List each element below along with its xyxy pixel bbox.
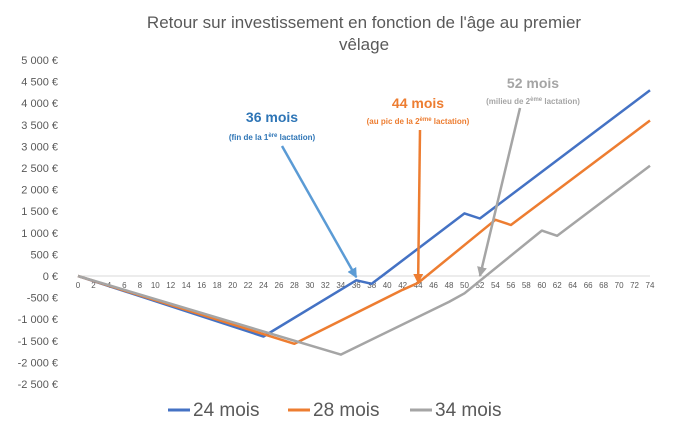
series-lines <box>77 89 651 356</box>
annotation-subtitle: (au pic de la 2ème lactation) <box>367 117 470 126</box>
x-tick-label: 36 <box>352 281 361 290</box>
annotation-arrow <box>413 129 424 284</box>
y-tick-label: -1 500 € <box>18 336 58 348</box>
series-line-24-mois <box>77 89 651 338</box>
annotation-title: 52 mois <box>507 75 559 91</box>
x-tick-label: 56 <box>506 281 515 290</box>
y-tick-label: 4 000 € <box>21 98 58 110</box>
y-tick-label: 5 000 € <box>21 55 58 67</box>
x-tick-label: 0 <box>76 281 81 290</box>
x-tick-label: 50 <box>460 281 469 290</box>
x-tick-label: 24 <box>259 281 268 290</box>
x-tick-label: 38 <box>367 281 376 290</box>
x-tick-label: 22 <box>244 281 253 290</box>
legend-label: 24 mois <box>193 400 260 421</box>
x-tick-label: 8 <box>138 281 143 290</box>
x-tick-label: 42 <box>398 281 407 290</box>
annotation-arrow <box>280 145 358 279</box>
x-tick-label: 72 <box>630 281 639 290</box>
annotation-subtitle: (milieu de 2ème lactation) <box>486 97 580 106</box>
x-tick-label: 26 <box>275 281 284 290</box>
x-tick-label: 54 <box>491 281 500 290</box>
y-tick-label: -2 000 € <box>18 357 58 369</box>
y-tick-label: 2 000 € <box>21 185 58 197</box>
x-tick-label: 34 <box>336 281 345 290</box>
x-tick-label: 46 <box>429 281 438 290</box>
x-tick-label: 70 <box>615 281 624 290</box>
x-tick-label: 58 <box>522 281 531 290</box>
annotation-subtitle: (fin de la 1ère lactation) <box>229 133 316 142</box>
x-tick-label: 64 <box>568 281 577 290</box>
annotation-title: 36 mois <box>246 109 298 125</box>
y-tick-label: 3 500 € <box>21 120 58 132</box>
annotation-labels: 36 mois (fin de la 1ère lactation) 44 mois… <box>229 75 580 142</box>
y-tick-label: 500 € <box>30 249 58 261</box>
legend-label: 28 mois <box>313 400 380 421</box>
series-line-34-mois <box>77 164 651 356</box>
y-tick-label: 1 500 € <box>21 206 58 218</box>
y-tick-label: -2 500 € <box>18 379 58 391</box>
x-tick-label: 2 <box>91 281 96 290</box>
x-tick-label: 28 <box>290 281 299 290</box>
x-tick-label: 68 <box>599 281 608 290</box>
y-tick-label: -500 € <box>27 293 58 305</box>
x-tick-label: 62 <box>553 281 562 290</box>
y-tick-label: 0 € <box>43 271 58 283</box>
x-tick-label: 30 <box>305 281 314 290</box>
x-axis-ticks: 0 2 4 6 8 10 12 14 16 18 20 22 24 26 28 30 32 34 36 38 40 42 4… <box>76 281 655 290</box>
x-tick-label: 40 <box>383 281 392 290</box>
chart-title-line-2: vêlage <box>339 35 389 54</box>
chart-title-line-1: Retour sur investissement en fonction de… <box>147 13 581 32</box>
x-tick-label: 60 <box>537 281 546 290</box>
x-tick-label: 20 <box>228 281 237 290</box>
x-tick-label: 12 <box>166 281 175 290</box>
legend-label: 34 mois <box>435 400 502 421</box>
x-tick-label: 10 <box>151 281 160 290</box>
x-tick-label: 16 <box>197 281 206 290</box>
annotation-title: 44 mois <box>392 95 444 111</box>
x-tick-label: 18 <box>213 281 222 290</box>
x-tick-label: 74 <box>646 281 655 290</box>
y-axis-labels: 5 000 € 4 500 € 4 000 € 3 500 € 3 000 € 2 500… <box>18 55 58 391</box>
x-tick-label: 14 <box>182 281 191 290</box>
x-tick-label: 32 <box>321 281 330 290</box>
chart-legend: 24 mois 28 mois 34 mois <box>168 400 502 421</box>
y-tick-label: 1 000 € <box>21 228 58 240</box>
x-tick-label: 44 <box>414 281 423 290</box>
y-tick-label: 3 000 € <box>21 141 58 153</box>
x-tick-label: 66 <box>584 281 593 290</box>
y-tick-label: -1 000 € <box>18 314 58 326</box>
annotation-arrows <box>280 107 522 284</box>
x-tick-label: 48 <box>445 281 454 290</box>
y-tick-label: 2 500 € <box>21 163 58 175</box>
annotation-arrow <box>477 107 522 277</box>
x-tick-label: 52 <box>475 281 484 290</box>
y-tick-label: 4 500 € <box>21 77 58 89</box>
x-tick-label: 6 <box>122 281 127 290</box>
